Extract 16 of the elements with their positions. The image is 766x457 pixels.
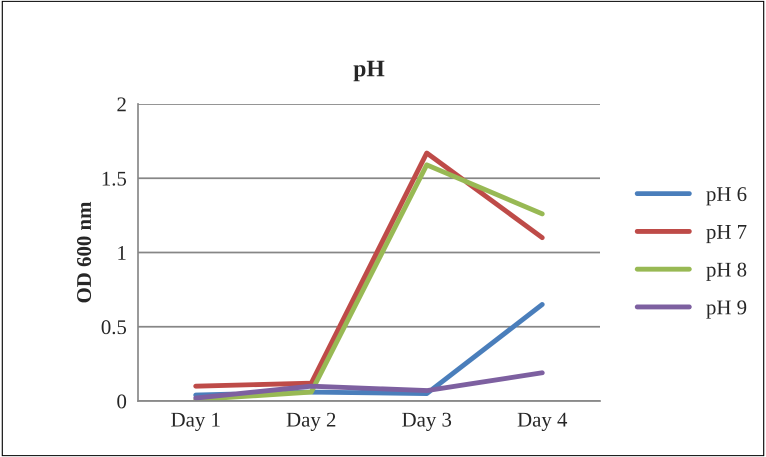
legend-label: pH 9 — [706, 300, 746, 319]
y-tick-label: 0.5 — [102, 320, 126, 334]
y-tick-label: 2 — [117, 97, 126, 112]
legend-label: pH 8 — [706, 262, 746, 281]
x-tick-label: Day 2 — [286, 412, 336, 432]
y-tick-label: 1.5 — [102, 172, 126, 186]
x-tick-label: Day 4 — [518, 412, 568, 432]
legend-label: pH 6 — [706, 187, 746, 206]
line-series — [193, 370, 545, 400]
x-tick-label: Day 1 — [171, 412, 220, 432]
y-axis-title: OD 600 nm — [77, 202, 92, 302]
chart-title: pH — [354, 60, 384, 82]
legend-label: pH 7 — [706, 225, 746, 244]
x-tick-label: Day 3 — [402, 412, 452, 432]
y-tick-label: 1 — [118, 246, 126, 260]
y-tick-label: 0 — [117, 394, 126, 408]
